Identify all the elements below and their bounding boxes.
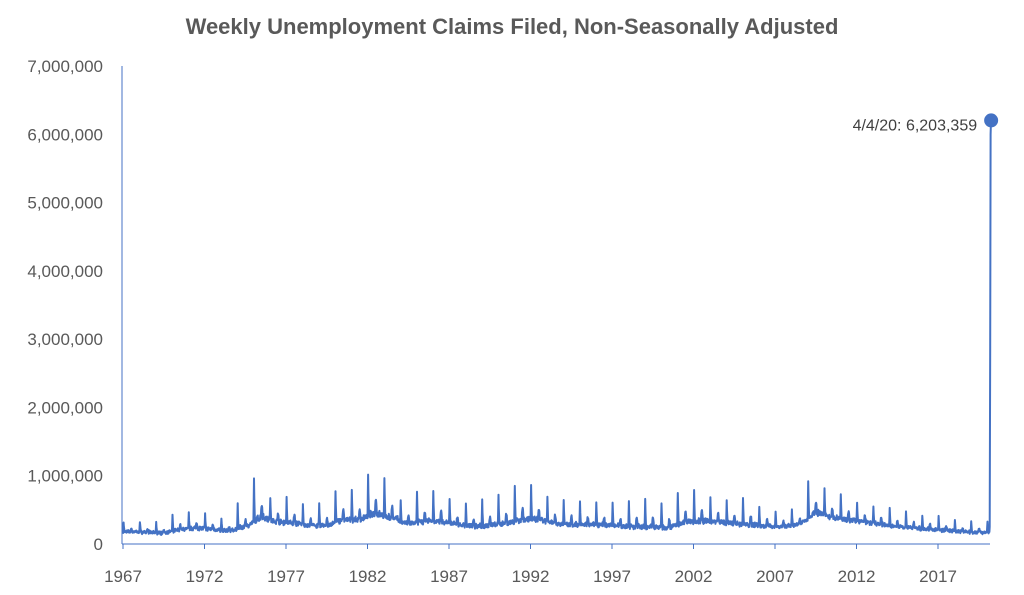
x-tick-label: 2017 (919, 567, 957, 586)
x-axis-ticks (122, 544, 939, 549)
x-tick-label: 1982 (349, 567, 387, 586)
y-tick-label: 2,000,000 (27, 398, 103, 417)
x-axis-labels: 1967 1972 1977 1982 1987 1992 1997 2002 2007 2012… (104, 567, 957, 586)
x-tick-label: 1977 (267, 567, 305, 586)
chart-title: Weekly Unemployment Claims Filed, Non-Se… (185, 14, 839, 39)
annotation-label: 4/4/20: 6,203,359 (853, 117, 978, 134)
y-tick-label: 1,000,000 (27, 467, 103, 486)
y-axis-labels: 0 1,000,000 2,000,000 3,000,000 4,000,000 5,0… (27, 57, 103, 554)
y-tick-label: 7,000,000 (27, 57, 103, 76)
x-tick-label: 2012 (838, 567, 876, 586)
x-tick-label: 1997 (593, 567, 631, 586)
x-tick-label: 1987 (430, 567, 468, 586)
x-tick-label: 1967 (104, 567, 142, 586)
series-line (122, 119, 992, 536)
x-tick-label: 1992 (512, 567, 550, 586)
y-tick-label: 0 (94, 535, 103, 554)
x-tick-label: 2002 (675, 567, 713, 586)
y-tick-label: 4,000,000 (27, 262, 103, 281)
x-tick-label: 1972 (186, 567, 224, 586)
y-tick-label: 6,000,000 (27, 125, 103, 144)
x-tick-label: 2007 (756, 567, 794, 586)
annotation-marker (984, 113, 999, 128)
y-tick-label: 3,000,000 (27, 330, 103, 349)
y-tick-label: 5,000,000 (27, 194, 103, 213)
